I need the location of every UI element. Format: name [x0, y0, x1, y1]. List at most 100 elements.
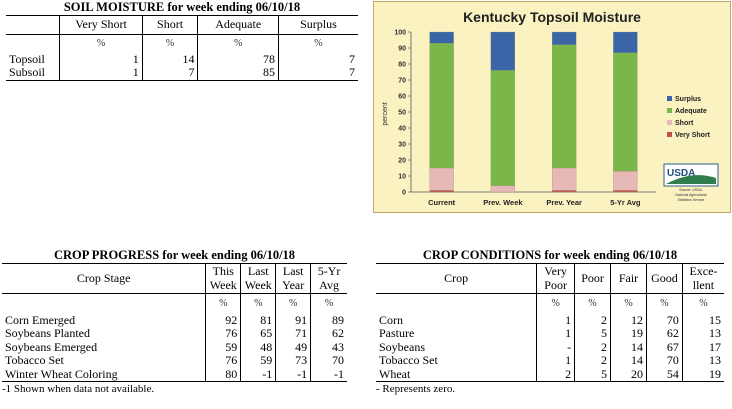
y-tick-label: 40 — [398, 126, 406, 133]
legend-label: Adequate — [675, 108, 707, 115]
bar-segment-short — [490, 185, 516, 193]
cell-value: 15 — [709, 312, 721, 327]
table-row: Soybeans -2 14 67 17 — [376, 339, 724, 354]
cell-value: 5 — [574, 326, 612, 341]
cell-value: 2 — [574, 353, 612, 368]
row-label: Corn Emerged — [2, 313, 207, 327]
bar-segment-very-short — [613, 190, 638, 193]
cell-value: 7 — [349, 65, 355, 79]
crop-progress-table: Crop Stage This Week Last Week Last Year 5-… — [2, 263, 347, 382]
cell-value: -1 — [275, 367, 312, 382]
unit-label: % — [59, 34, 143, 53]
source-line: Source: USDA, — [679, 188, 703, 192]
cell-value: 70 — [646, 353, 683, 368]
y-tick-label: 100 — [394, 30, 406, 37]
col-header: Poor — [574, 263, 612, 294]
cell-value: 17 — [709, 339, 721, 354]
unit-label: % — [324, 298, 334, 309]
soil-moisture-section: SOIL MOISTURE for week ending 06/10/18 V… — [6, 0, 358, 81]
y-tick-label: 50 — [398, 110, 406, 117]
unit-label: % — [536, 293, 576, 314]
bar-segment-adequate — [490, 70, 516, 186]
unit-label: % — [646, 293, 683, 314]
logo-text: USDA — [667, 168, 695, 179]
cell-value: 85 — [197, 65, 279, 80]
legend-swatch — [667, 108, 672, 113]
bar-segment-adequate — [551, 44, 577, 169]
cell-value: 80 — [205, 367, 242, 382]
unit-label: % — [574, 293, 612, 314]
x-tick-label: Prev. Week — [483, 198, 523, 207]
cell-value: 78 — [197, 52, 279, 66]
cell-value: 19 — [709, 366, 721, 381]
col-header: 5-Yr Avg — [317, 264, 341, 292]
cell-value: 2 — [536, 367, 576, 382]
cell-value: 91 — [275, 313, 312, 327]
unit-label: % — [240, 293, 277, 314]
unit-label: % — [197, 34, 279, 53]
row-label: Winter Wheat Coloring — [2, 367, 207, 382]
col-header: Exce-llent — [689, 264, 718, 292]
cell-value: 81 — [240, 313, 277, 327]
cell-value: 76 — [205, 353, 242, 368]
cell-value: -1 — [240, 367, 277, 382]
legend-swatch — [667, 120, 672, 125]
cell-value: 49 — [275, 340, 312, 354]
soil-col-header: Surplus — [300, 17, 337, 32]
table-row: Soybeans Emerged 59 48 49 43 — [2, 339, 347, 354]
unit-label: % — [699, 298, 708, 309]
x-tick-label: Prev. Year — [546, 198, 582, 207]
bar-segment-short — [551, 167, 577, 191]
legend-label: Very Short — [675, 132, 711, 139]
cell-value: -1 — [334, 366, 344, 381]
crop-progress-section: CROP PROGRESS for week ending 06/10/18 C… — [2, 248, 347, 395]
row-label: Subsoil — [6, 65, 61, 80]
cell-value: 14 — [610, 340, 647, 354]
cell-value: 67 — [646, 340, 683, 354]
crop-conditions-section: CROP CONDITIONS for week ending 06/10/18… — [376, 248, 724, 395]
col-header: Good — [646, 263, 683, 294]
row-label: Corn — [376, 313, 538, 327]
crop-header: Crop — [376, 263, 538, 294]
crop-stage-header: Crop Stage — [2, 263, 207, 294]
y-tick-label: 10 — [398, 174, 406, 181]
soil-col-header: Short — [142, 15, 199, 35]
bar-segment-surplus — [551, 31, 577, 45]
cell-value: 70 — [646, 313, 683, 327]
unit-label: % — [205, 293, 242, 314]
unit-label: % — [610, 293, 647, 314]
cell-value: 1 — [536, 313, 576, 327]
col-header: Last Week — [240, 263, 277, 294]
bar-segment-surplus — [613, 31, 638, 53]
legend-swatch — [667, 132, 672, 137]
source-line: Statistics Service — [678, 198, 705, 202]
cell-value: 2 — [574, 340, 612, 354]
cell-value: 19 — [610, 326, 647, 341]
soil-col-header: Adequate — [197, 15, 279, 35]
cell-value: 13 — [709, 326, 721, 340]
progress-footnote: -1 Shown when data not available. — [2, 383, 155, 395]
col-header: This Week — [205, 263, 242, 294]
cell-value: 20 — [610, 367, 647, 382]
cell-value: 59 — [205, 340, 242, 354]
cell-value: 14 — [610, 353, 647, 368]
cell-value: 43 — [332, 339, 344, 354]
col-header: Fair — [610, 263, 647, 294]
table-row: Topsoil 1 14 78 7 — [6, 52, 358, 66]
bar-segment-surplus — [490, 31, 516, 71]
cell-value: 1 — [536, 353, 576, 368]
row-label: Wheat — [376, 367, 538, 382]
cell-value: 12 — [610, 313, 647, 327]
y-tick-label: 30 — [398, 142, 406, 149]
table-row: Soybeans Planted 76 65 71 62 — [2, 326, 347, 341]
cell-value: 71 — [275, 326, 312, 341]
cell-value: 13 — [709, 353, 721, 367]
y-tick-label: 80 — [398, 62, 406, 69]
topsoil-moisture-chart: Kentucky Topsoil Moisture percent 0 10 20 3… — [373, 1, 731, 213]
table-row: Corn Emerged 92 81 91 89 — [2, 313, 347, 327]
chart-title: Kentucky Topsoil Moisture — [463, 9, 641, 25]
cell-value: 59 — [240, 353, 277, 368]
soil-col-header: Very Short — [59, 15, 143, 35]
legend-label: Surplus — [675, 96, 701, 103]
table-row: Tobacco Set 76 59 73 70 — [2, 353, 347, 368]
